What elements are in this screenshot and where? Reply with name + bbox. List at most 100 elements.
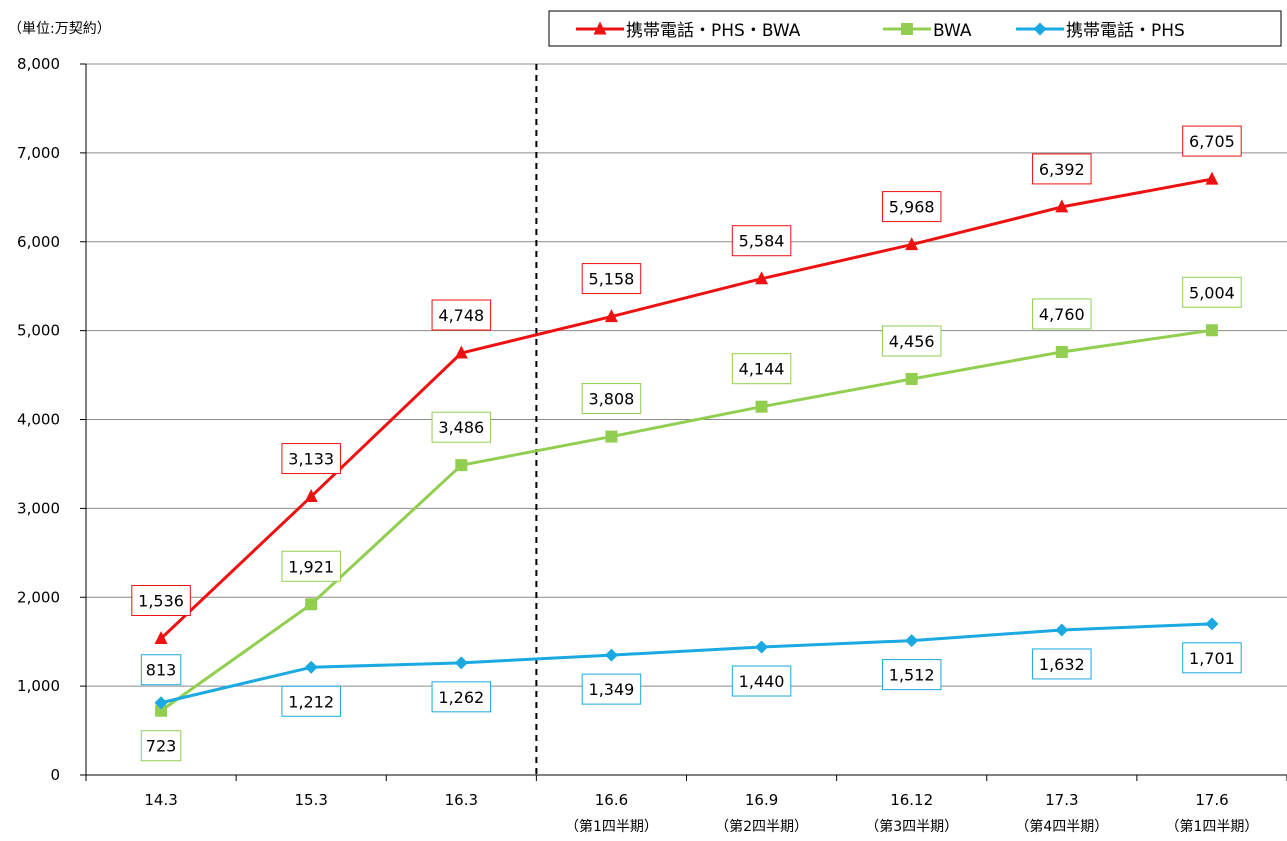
- data-label-box: [1182, 276, 1242, 308]
- x-tick-label: 17.3: [1045, 791, 1078, 809]
- data-point-marker: [1055, 199, 1069, 213]
- legend: 携帯電話・PHS・BWA BWA 携帯電話・PHS: [548, 10, 1282, 47]
- y-tick-label: 1,000: [17, 677, 60, 695]
- y-tick-label: 4,000: [17, 411, 60, 429]
- x-tick-sublabel: （第1四半期）: [1165, 818, 1258, 835]
- axes: 0 1,000 2,000 3,000 4,000 5,000 6,000 7,000 8,00…: [17, 55, 1287, 835]
- data-label: 1,536: [138, 591, 184, 610]
- data-label-box: [431, 411, 492, 443]
- data-point-marker: [905, 237, 919, 251]
- data-point-marker: [305, 598, 318, 611]
- data-label: 1,349: [589, 680, 635, 699]
- data-label-box: [881, 659, 942, 691]
- data-point-marker: [154, 696, 168, 710]
- data-label-box: [281, 550, 341, 582]
- data-point-marker: [905, 372, 918, 385]
- data-label-box: [1032, 298, 1092, 330]
- data-label-box: [731, 665, 792, 697]
- data-point-marker: [1205, 617, 1219, 631]
- data-label-box: [281, 685, 341, 717]
- data-label-box: [731, 353, 792, 385]
- data-label: 3,808: [589, 390, 635, 409]
- data-label-box: [881, 191, 942, 223]
- data-label-box: [131, 584, 191, 616]
- legend-label-3: 携帯電話・PHS: [1066, 21, 1185, 41]
- data-point-marker: [454, 656, 468, 670]
- data-label-box: [581, 383, 642, 415]
- data-label: 723: [146, 737, 177, 756]
- data-label: 3,486: [438, 418, 484, 437]
- data-label: 4,456: [889, 332, 935, 351]
- y-tick-label: 6,000: [17, 233, 60, 251]
- data-point-marker: [455, 459, 468, 472]
- x-tick-sublabel: （第2四半期）: [715, 818, 808, 835]
- data-label-box: [281, 443, 341, 475]
- data-label: 813: [146, 661, 177, 680]
- x-tick-sublabel: （第4四半期）: [1015, 818, 1108, 835]
- data-label: 4,760: [1039, 305, 1085, 324]
- x-tick-label: 16.12: [890, 791, 933, 809]
- data-point-marker: [605, 430, 618, 443]
- data-label: 1,701: [1189, 649, 1235, 668]
- data-point-marker: [604, 309, 618, 323]
- unit-label: （単位:万契約）: [8, 21, 111, 37]
- y-tick-label: 3,000: [17, 499, 60, 517]
- y-tick-label: 0: [50, 766, 60, 784]
- data-label-box: [881, 325, 942, 357]
- data-label: 1,440: [739, 672, 785, 691]
- data-point-marker: [155, 704, 168, 717]
- data-label-box: [581, 673, 642, 705]
- series-line-3: [160, 622, 1212, 705]
- y-tick-label: 7,000: [17, 144, 60, 162]
- data-label: 4,144: [739, 360, 785, 379]
- data-label: 4,748: [438, 306, 484, 325]
- x-tick-label: 16.6: [595, 791, 628, 809]
- data-label-box: [1032, 648, 1092, 680]
- data-label-box: [431, 299, 492, 331]
- data-label: 1,262: [438, 688, 484, 707]
- y-tick-label: 2,000: [17, 588, 60, 606]
- x-tick-label: 14.3: [144, 791, 177, 809]
- data-label: 5,968: [889, 198, 935, 217]
- x-tick-label: 16.9: [745, 791, 778, 809]
- data-point-marker: [1205, 324, 1218, 337]
- y-tick-label: 5,000: [17, 322, 60, 340]
- data-label: 6,705: [1189, 132, 1235, 151]
- x-tick-label: 16.3: [445, 791, 478, 809]
- y-tick-label: 8,000: [17, 55, 60, 73]
- x-tick-label: 17.6: [1195, 791, 1228, 809]
- data-label: 1,921: [288, 557, 334, 576]
- data-point-marker: [1205, 171, 1219, 185]
- data-labels: 1,536 3,133 4,748 5,158 5,584 5,968 6,392 6,705…: [131, 125, 1242, 762]
- legend-marker-1: [593, 21, 607, 35]
- data-label-box: [140, 654, 182, 686]
- data-point-marker: [1055, 345, 1068, 358]
- gridlines: [86, 63, 1287, 687]
- data-point-marker: [755, 271, 769, 285]
- data-label: 1,632: [1039, 655, 1085, 674]
- data-label-box: [1182, 642, 1242, 674]
- data-label: 1,512: [889, 666, 935, 685]
- data-label-box: [1032, 153, 1092, 185]
- x-tick-sublabel: （第3四半期）: [865, 818, 958, 835]
- legend-marker-3: [1033, 22, 1047, 36]
- data-point-marker: [755, 640, 769, 654]
- legend-label-2: BWA: [933, 21, 972, 41]
- data-label: 5,004: [1189, 283, 1235, 302]
- x-tick-sublabel: （第1四半期）: [565, 818, 658, 835]
- data-point-marker: [454, 345, 468, 359]
- data-point-marker: [1055, 623, 1069, 637]
- data-point-marker: [154, 630, 168, 644]
- data-label-box: [140, 730, 182, 762]
- data-label: 5,584: [739, 232, 785, 251]
- data-label-box: [1182, 125, 1242, 157]
- data-label: 5,158: [589, 270, 635, 289]
- legend-label-1: 携帯電話・PHS・BWA: [626, 21, 801, 41]
- data-point-marker: [905, 634, 919, 648]
- data-label: 1,212: [288, 692, 334, 711]
- data-label-box: [731, 225, 792, 257]
- data-point-marker: [604, 648, 618, 662]
- data-point-marker: [304, 489, 318, 503]
